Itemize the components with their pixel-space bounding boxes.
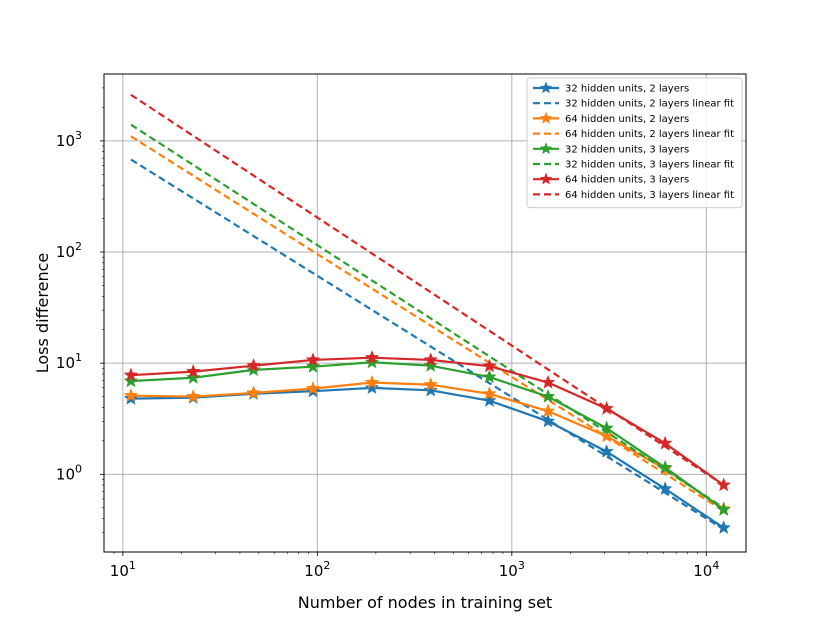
- y-tick-base: 10: [56, 243, 75, 261]
- x-tick-base: 10: [304, 562, 323, 580]
- plot-frame: [103, 73, 747, 553]
- x-tick-label: 104: [693, 559, 719, 580]
- y-tick-base: 10: [56, 465, 75, 483]
- series-1-fit-line: [130, 158, 725, 531]
- x-tick-base: 10: [110, 562, 129, 580]
- y-tick-exponent: 0: [75, 462, 82, 475]
- series-4-point: [657, 459, 673, 474]
- series-2-point: [246, 385, 261, 400]
- series-0-point: [599, 443, 614, 458]
- series-4-point: [305, 358, 321, 373]
- series-2-point: [123, 387, 139, 402]
- legend-entry-label: 64 hidden units, 3 layers: [565, 175, 689, 186]
- series-4-point: [482, 369, 497, 384]
- x-axis-label: Number of nodes in training set: [298, 593, 552, 612]
- series-0-point: [482, 392, 497, 407]
- y-tick-label: 101: [56, 351, 82, 372]
- series-6-point: [540, 374, 556, 389]
- series-layer: [123, 93, 732, 535]
- series-2-point: [364, 374, 380, 389]
- legend-entry-label: 32 hidden units, 3 layers linear fit: [565, 160, 734, 171]
- x-tick-exponent: 1: [129, 559, 136, 572]
- x-tick-label: 103: [499, 559, 525, 580]
- x-tick-exponent: 3: [518, 559, 525, 572]
- y-tick-exponent: 2: [75, 240, 82, 253]
- series-4-point: [123, 373, 139, 388]
- series-4-point: [246, 362, 261, 377]
- series-0-point: [364, 380, 380, 395]
- legend-entry-label: 32 hidden units, 2 layers: [565, 84, 689, 95]
- y-tick-label: 103: [56, 129, 82, 150]
- legend-entry-label: 64 hidden units, 2 layers linear fit: [565, 129, 734, 140]
- series-4-point: [364, 354, 380, 369]
- series-6-point: [305, 352, 321, 367]
- series-6-point: [423, 352, 439, 367]
- y-tick-exponent: 1: [75, 351, 82, 364]
- series-2-point: [540, 403, 556, 418]
- y-tick-label: 100: [56, 462, 82, 483]
- series-0-point: [540, 413, 556, 428]
- series-6-point: [364, 349, 380, 364]
- x-tick-label: 101: [110, 559, 136, 580]
- x-tick-base: 10: [499, 562, 518, 580]
- series-3-fit-line: [130, 135, 725, 512]
- legend-entry-label: 32 hidden units, 3 layers: [565, 144, 689, 155]
- legend-frame: [526, 77, 743, 209]
- x-tick-label: 102: [304, 559, 330, 580]
- legend-entry-label: 32 hidden units, 2 layers linear fit: [565, 99, 734, 110]
- series-6-point: [246, 357, 261, 372]
- y-tick-exponent: 3: [75, 129, 82, 142]
- series-6-point: [599, 400, 614, 415]
- series-4-point: [423, 357, 439, 372]
- series-0-point: [716, 520, 732, 535]
- series-6-point: [482, 358, 497, 373]
- legend-swatch-star: [539, 172, 553, 185]
- legend: 32 hidden units, 2 layers 32 hidden units…: [526, 77, 743, 209]
- series-0-point: [423, 382, 439, 397]
- series-6-point: [185, 363, 201, 378]
- y-tick-label: 102: [56, 240, 82, 261]
- y-tick-base: 10: [56, 354, 75, 372]
- legend-swatch-star: [539, 81, 553, 94]
- series-2-point: [305, 380, 321, 395]
- legend-entry-label: 64 hidden units, 2 layers: [565, 114, 689, 125]
- legend-entry-label: 64 hidden units, 3 layers linear fit: [565, 190, 734, 201]
- x-tick-exponent: 2: [323, 559, 330, 572]
- legend-swatch-star: [539, 111, 553, 124]
- series-7-fit-line: [130, 93, 725, 487]
- series-2-point: [423, 377, 439, 391]
- y-axis-label: Loss difference: [33, 253, 52, 374]
- x-tick-base: 10: [693, 562, 712, 580]
- series-6-point: [123, 367, 139, 382]
- series-2-point: [185, 388, 201, 403]
- series-5-fit-line: [130, 123, 725, 509]
- series-2-point: [482, 386, 497, 401]
- series-4-point: [185, 370, 201, 384]
- series-4-point: [716, 502, 732, 516]
- series-4-point: [540, 388, 556, 403]
- y-tick-base: 10: [56, 132, 75, 150]
- x-tick-exponent: 4: [712, 559, 719, 572]
- legend-swatch-star: [539, 142, 553, 155]
